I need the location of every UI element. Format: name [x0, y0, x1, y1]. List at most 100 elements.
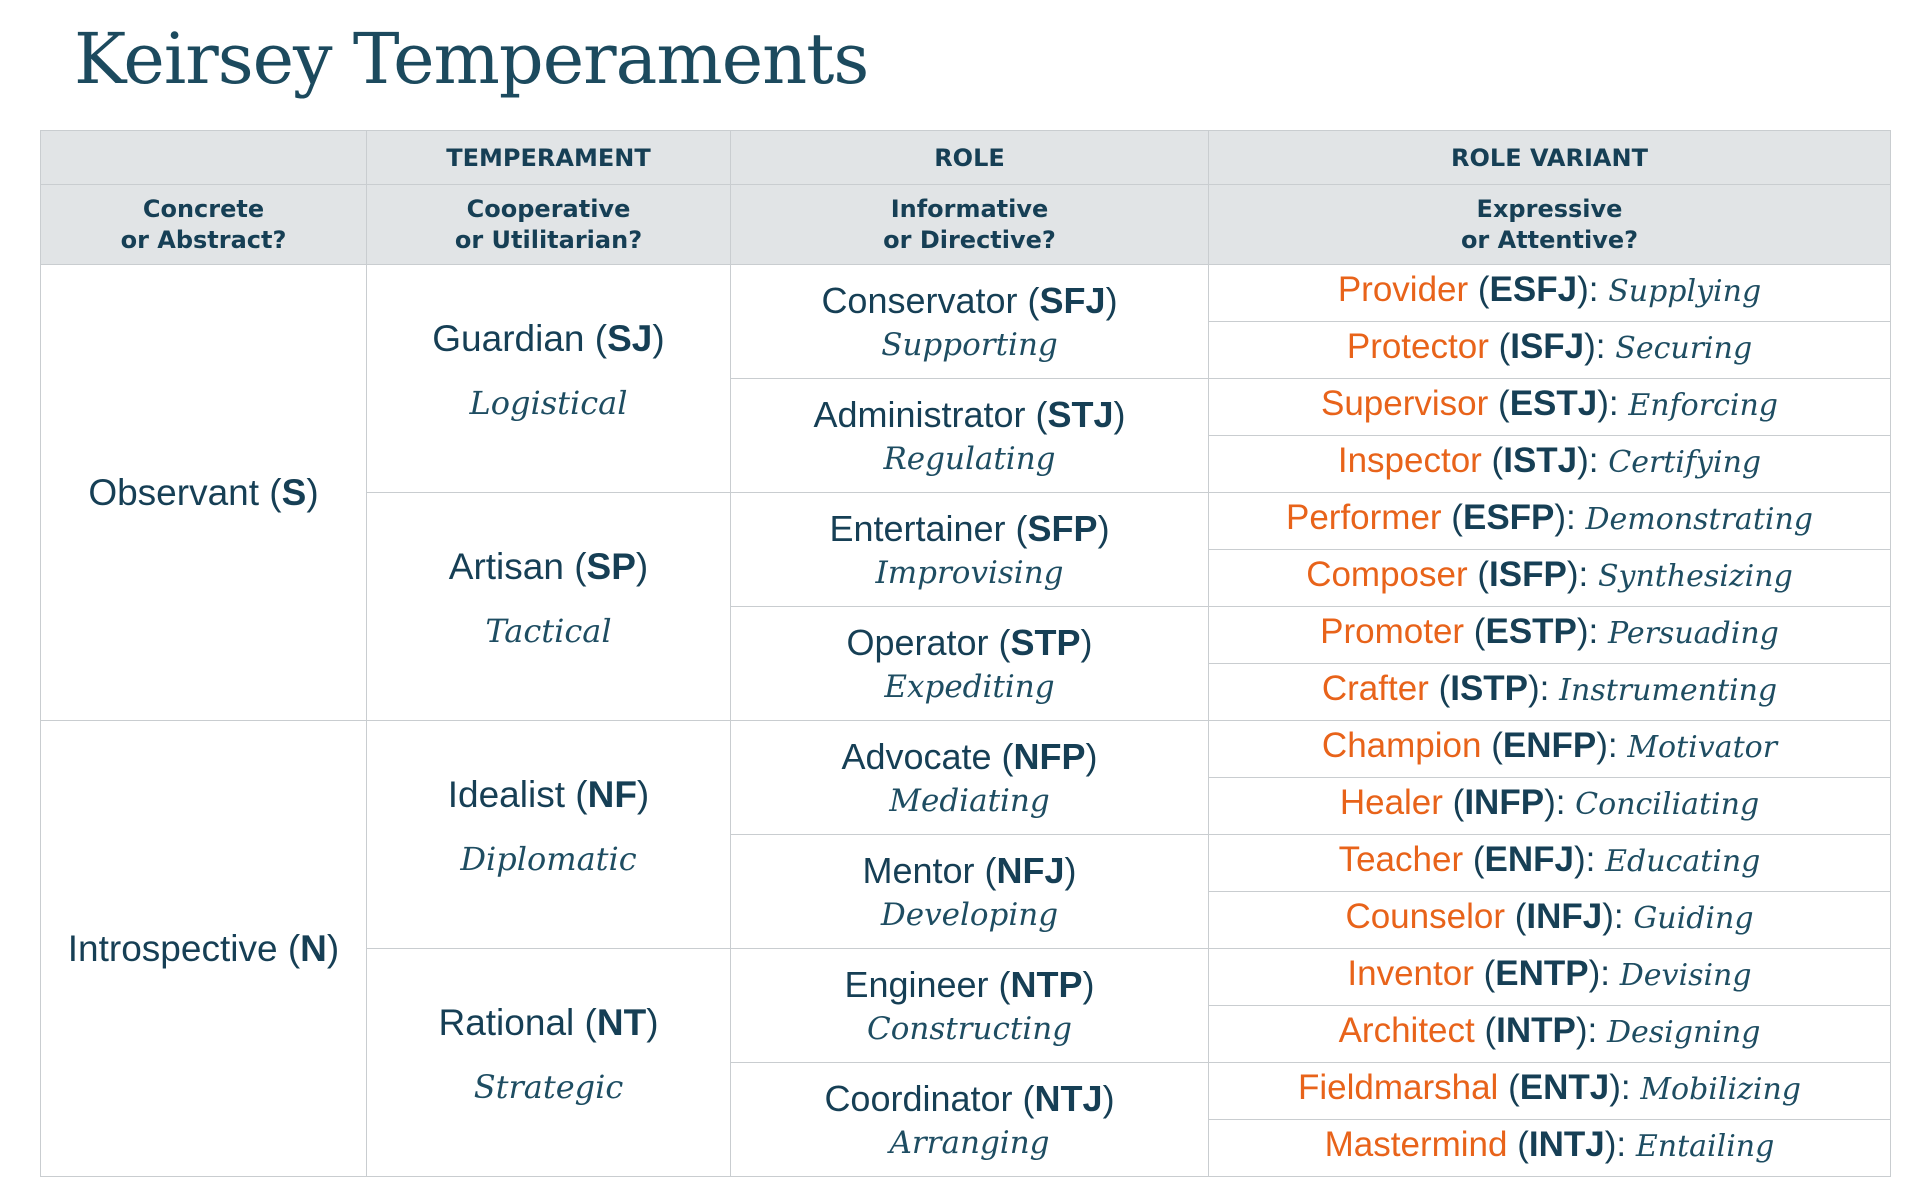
- variant-code: ESFJ: [1489, 270, 1578, 309]
- role-variant-cell: Fieldmarshal (ENTJ): Mobilizing: [1208, 1062, 1891, 1120]
- dimension-name-label: Observant: [88, 471, 260, 513]
- table-row: Introspective (N) Idealist (NF) Diplomatic…: [40, 720, 1891, 1177]
- temperament-name-code: SP: [586, 545, 636, 587]
- variant-code: INTP: [1496, 1011, 1576, 1050]
- variant-trait: Securing: [1615, 331, 1753, 366]
- variant-trait: Entailing: [1635, 1129, 1775, 1164]
- role-variant-cell: Supervisor (ESTJ): Enforcing: [1208, 378, 1891, 436]
- role-cell: Entertainer (SFP) Improvising: [730, 492, 1209, 607]
- role-name: Engineer (NTP): [844, 963, 1095, 1005]
- dimension-cell: Observant (S): [40, 264, 367, 721]
- variant-name: Mastermind: [1324, 1125, 1508, 1164]
- role-variant-cell: Composer (ISFP): Synthesizing: [1208, 549, 1891, 607]
- question-informative-directive: Informative or Directive?: [730, 184, 1209, 265]
- variant-trait: Persuading: [1608, 616, 1779, 651]
- question-concrete-abstract: Concrete or Abstract?: [40, 184, 367, 265]
- temperament-trait: Logistical: [469, 383, 628, 422]
- header-role-variant: ROLE VARIANT: [1208, 130, 1891, 185]
- role-variant-cell: Champion (ENFP): Motivator: [1208, 720, 1891, 778]
- temperament-cell: Guardian (SJ) Logistical: [366, 264, 731, 493]
- role-name-label: Conservator: [821, 279, 1018, 321]
- header-row-1: TEMPERAMENT ROLE ROLE VARIANT: [40, 130, 1891, 185]
- role-cell: Administrator (STJ) Regulating: [730, 378, 1209, 493]
- role-variant-cell: Teacher (ENFJ): Educating: [1208, 834, 1891, 892]
- table-body: Observant (S) Guardian (SJ) Logistical Cons…: [40, 264, 1891, 1177]
- role-cell: Advocate (NFP) Mediating: [730, 720, 1209, 835]
- variant-code: ISTJ: [1503, 441, 1578, 480]
- role-name-label: Administrator: [813, 393, 1026, 435]
- role-name: Coordinator (NTJ): [824, 1077, 1115, 1119]
- variant-trait: Instrumenting: [1559, 673, 1778, 708]
- variant-name: Composer: [1306, 555, 1468, 594]
- role-trait: Regulating: [883, 440, 1056, 477]
- role-variant-cell: Mastermind (INTJ): Entailing: [1208, 1119, 1891, 1177]
- role-trait: Supporting: [881, 326, 1058, 363]
- variant-name: Promoter: [1320, 612, 1465, 651]
- role-variant-cell: Performer (ESFP): Demonstrating: [1208, 492, 1891, 550]
- role-variant-cell: Counselor (INFJ): Guiding: [1208, 891, 1891, 949]
- role-name: Mentor (NFJ): [862, 849, 1077, 891]
- role-name-label: Mentor: [862, 849, 975, 891]
- role-name-label: Entertainer: [829, 507, 1006, 549]
- temperament-name-label: Artisan: [448, 545, 564, 587]
- variant-name: Inspector: [1337, 441, 1482, 480]
- role-name-code: STP: [1010, 621, 1081, 663]
- role-name-label: Engineer: [844, 963, 989, 1005]
- role-name: Conservator (SFJ): [821, 279, 1118, 321]
- variant-trait: Educating: [1605, 844, 1761, 879]
- role-variant-cell: Provider (ESFJ): Supplying: [1208, 264, 1891, 322]
- table-row: Inspector (ISTJ): Certifying: [41, 435, 1891, 493]
- role-variant-cell: Protector (ISFJ): Securing: [1208, 321, 1891, 379]
- variant-trait: Devising: [1619, 958, 1752, 993]
- table-row: Mentor (NFJ) Developing Teacher (ENFJ): Ed…: [41, 834, 1891, 949]
- temperament-name-code: NT: [596, 1001, 647, 1043]
- variant-name: Teacher: [1338, 840, 1464, 879]
- role-name-code: STJ: [1047, 393, 1114, 435]
- temperaments-table: TEMPERAMENT ROLE ROLE VARIANT Concrete or…: [40, 130, 1891, 1177]
- role-name-code: SFJ: [1039, 279, 1106, 321]
- temperament-trait: Tactical: [485, 611, 612, 650]
- role-variant-cell: Crafter (ISTP): Instrumenting: [1208, 663, 1891, 721]
- table-row: Counselor (INFJ): Guiding: [41, 891, 1891, 949]
- variant-trait: Guiding: [1633, 901, 1754, 936]
- role-variant-cell: Promoter (ESTP): Persuading: [1208, 606, 1891, 664]
- variant-trait: Mobilizing: [1640, 1072, 1802, 1107]
- temperament-name-code: SJ: [607, 317, 653, 359]
- table-row: Healer (INFP): Conciliating: [41, 777, 1891, 835]
- question-cooperative-utilitarian: Cooperative or Utilitarian?: [366, 184, 731, 265]
- variant-trait: Enforcing: [1628, 388, 1778, 423]
- temperament-name: Rational (NT): [438, 1001, 659, 1043]
- role-cell: Conservator (SFJ) Supporting: [730, 264, 1209, 379]
- variant-name: Fieldmarshal: [1297, 1068, 1499, 1107]
- role-name-code: NFJ: [996, 849, 1065, 891]
- variant-code: ENFP: [1502, 726, 1597, 765]
- variant-name: Architect: [1338, 1011, 1475, 1050]
- variant-code: INFP: [1464, 783, 1545, 822]
- role-trait: Mediating: [889, 782, 1050, 819]
- header-row-2: Concrete or Abstract? Cooperative or Utili…: [40, 184, 1891, 265]
- header-cell-blank: [40, 130, 367, 185]
- table-row: Crafter (ISTP): Instrumenting: [41, 663, 1891, 721]
- temperament-name-label: Guardian: [432, 317, 585, 359]
- variant-trait: Designing: [1606, 1015, 1761, 1050]
- temperament-cell: Artisan (SP) Tactical: [366, 492, 731, 721]
- role-name-code: NTJ: [1034, 1077, 1103, 1119]
- dimension-name-code: N: [300, 927, 327, 969]
- variant-code: ISFJ: [1510, 327, 1585, 366]
- variant-trait: Demonstrating: [1585, 502, 1814, 537]
- temperament-trait: Strategic: [473, 1067, 624, 1106]
- dimension-name-label: Introspective: [67, 927, 278, 969]
- variant-name: Performer: [1285, 498, 1442, 537]
- role-trait: Constructing: [866, 1010, 1073, 1047]
- table-row: Protector (ISFJ): Securing: [41, 321, 1891, 379]
- temperament-name: Artisan (SP): [448, 545, 649, 587]
- table-row: Administrator (STJ) Regulating Supervisor …: [41, 378, 1891, 493]
- role-trait: Improvising: [875, 554, 1064, 591]
- variant-name: Champion: [1321, 726, 1482, 765]
- role-cell: Operator (STP) Expediting: [730, 606, 1209, 721]
- variant-trait: Supplying: [1608, 274, 1762, 309]
- variant-code: ENTP: [1495, 954, 1589, 993]
- dimension-name: Observant (S): [88, 471, 319, 513]
- role-cell: Engineer (NTP) Constructing: [730, 948, 1209, 1063]
- role-trait: Developing: [880, 896, 1059, 933]
